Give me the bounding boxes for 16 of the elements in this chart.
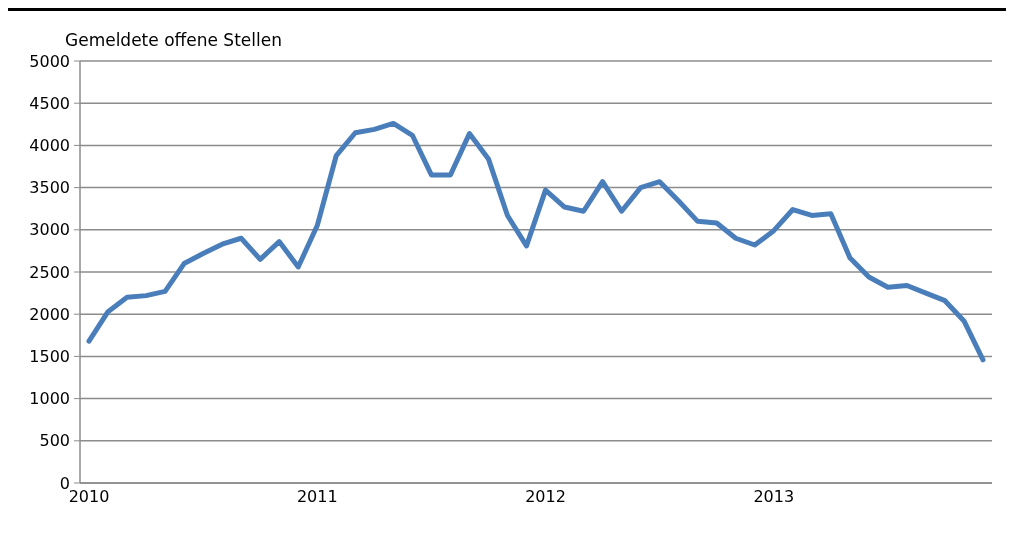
y-tick-label: 3000 [29,220,70,240]
y-tick-label: 2500 [29,262,70,282]
x-tick-label: 2010 [68,487,110,507]
y-tick-label: 3500 [29,178,70,198]
x-tick-label: 2013 [753,487,795,507]
y-tick-label: 500 [39,431,70,451]
y-tick-label: 1500 [29,347,70,367]
y-tick-label: 0 [59,473,70,493]
y-tick-label: 5000 [29,51,70,71]
y-axis-title: Gemeldete offene Stellen [65,30,282,50]
x-tick-label: 2011 [296,487,338,507]
y-tick-label: 1000 [29,389,70,409]
y-tick-label: 2000 [29,304,70,324]
x-tick-label: 2012 [525,487,566,507]
y-tick-label: 4000 [29,136,70,156]
y-tick-label: 4500 [29,93,70,113]
